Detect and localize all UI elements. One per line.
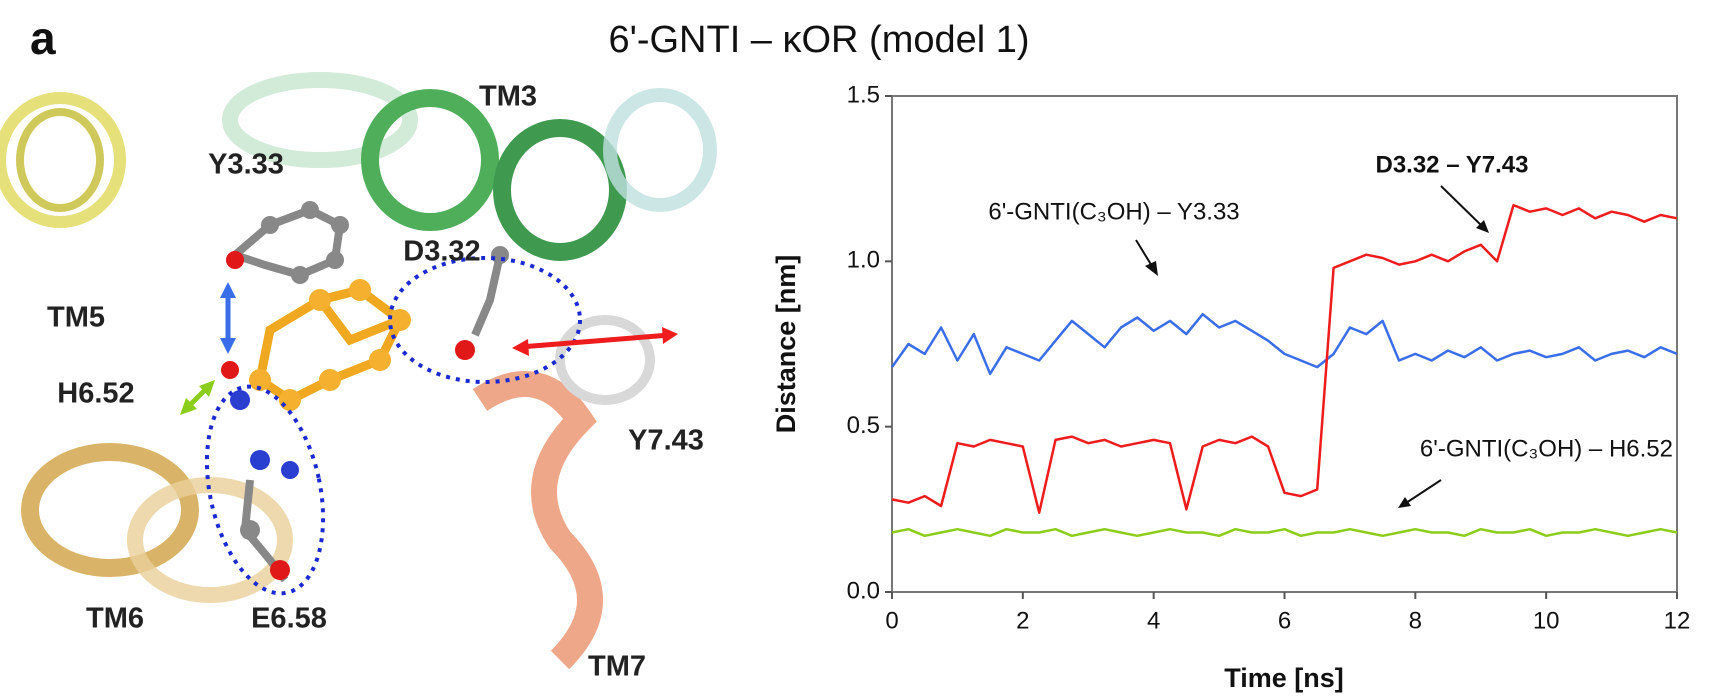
structure-label: H6.52 [57, 378, 134, 410]
y-tick-label: 0.5 [847, 412, 880, 439]
structure-label: E6.58 [251, 603, 327, 635]
structure-label: TM7 [588, 651, 646, 683]
structure-label: TM6 [86, 603, 144, 635]
series-line [890, 312, 1678, 376]
chart-title: 6'-GNTI – κOR (model 1) [608, 19, 1029, 61]
series-label: 6'-GNTI(C₃OH) – Y3.33 [988, 198, 1239, 225]
series-line [891, 527, 1678, 538]
structure-label: TM3 [479, 81, 537, 113]
series-line [891, 203, 1678, 514]
plot-frame [891, 95, 1678, 593]
x-tick-label: 6 [1278, 607, 1291, 634]
y-axis-title: Distance [nm] [771, 255, 801, 434]
panel-label: a [30, 12, 56, 64]
x-axis-title: Time [ns] [1224, 663, 1344, 693]
x-tick-label: 12 [1664, 607, 1691, 634]
annotation-arrowheads [1145, 220, 1489, 508]
x-tick-label: 0 [885, 607, 898, 634]
structure-image [0, 72, 717, 670]
y-tick-label: 0.0 [847, 577, 880, 604]
x-tick-label: 4 [1147, 607, 1160, 634]
series-label: D3.32 – Y7.43 [1375, 151, 1528, 178]
y-tick-label: 1.0 [847, 247, 880, 274]
structure-label: D3.32 [403, 236, 480, 268]
structure-label: TM5 [47, 302, 105, 334]
y-tick-label: 1.5 [847, 81, 880, 108]
structure-label: Y7.43 [628, 425, 704, 457]
x-tick-label: 8 [1409, 607, 1422, 634]
series-label: 6'-GNTI(C₃OH) – H6.52 [1420, 435, 1673, 462]
x-tick-label: 10 [1533, 607, 1560, 634]
structure-label: Y3.33 [208, 149, 284, 181]
x-tick-label: 2 [1016, 607, 1029, 634]
